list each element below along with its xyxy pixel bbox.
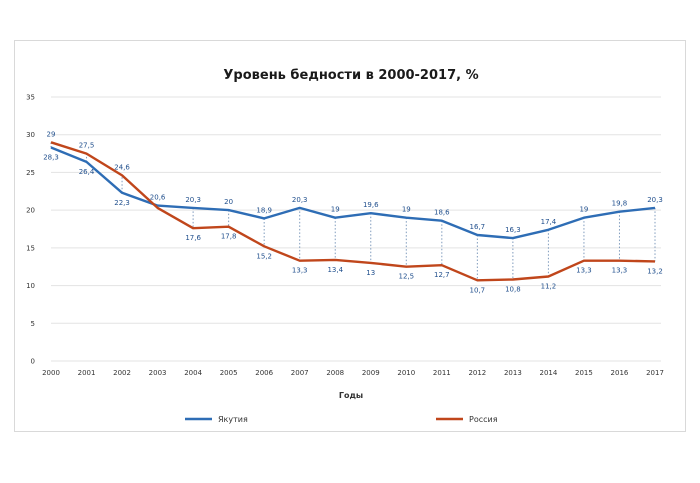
data-label-yakutia: 20 [224,198,233,206]
x-tick-label: 2002 [113,369,131,377]
x-tick-label: 2008 [326,369,344,377]
data-label-yakutia: 26,4 [79,168,95,176]
y-tick-label: 10 [26,282,35,290]
data-label-russia: 27,5 [79,142,95,150]
data-label-russia: 24,6 [114,163,130,171]
x-tick-label: 2004 [184,369,202,377]
data-label-russia: 15,2 [256,252,272,260]
data-label-yakutia: 16,7 [470,223,486,231]
series-line-russia [50,141,656,282]
data-label-yakutia: 16,3 [505,226,521,234]
data-label-russia: 13,3 [576,267,592,275]
legend-label-yakutia: Якутия [218,415,248,424]
x-axis-title: Годы [339,391,363,400]
data-label-yakutia: 20,3 [292,196,308,204]
poverty-line-chart: Уровень бедности в 2000-2017, % 0 5 10 15 20… [26,68,664,424]
x-tick-label: 2012 [468,369,486,377]
x-tick-label: 2000 [42,369,60,377]
chart-title: Уровень бедности в 2000-2017, % [223,68,478,83]
x-tick-label: 2011 [433,369,451,377]
x-tick-label: 2013 [504,369,522,377]
x-tick-label: 2016 [611,369,629,377]
x-tick-label: 2006 [255,369,273,377]
y-tick-label: 15 [26,244,35,252]
data-label-russia: 12,5 [398,273,414,281]
data-label-yakutia: 18,9 [256,206,272,214]
data-label-yakutia: 19,6 [363,201,379,209]
y-tick-label: 25 [26,169,35,177]
x-tick-label: 2001 [78,369,96,377]
y-tick-label: 0 [31,358,35,366]
data-label-russia: 29 [47,130,56,138]
data-label-yakutia: 20,3 [647,196,663,204]
y-tick-label: 20 [26,207,35,215]
data-label-yakutia: 18,6 [434,209,450,217]
data-label-yakutia: 19 [579,206,588,214]
data-label-russia: 13,4 [327,266,343,274]
data-label-russia: 17,8 [221,233,237,241]
x-tick-label: 2009 [362,369,380,377]
x-tick-label: 2014 [539,369,557,377]
data-label-yakutia: 22,3 [114,199,130,207]
x-tick-label: 2003 [149,369,167,377]
legend-label-russia: Россия [469,415,498,424]
data-label-russia: 10,7 [470,286,486,294]
chart-frame: Уровень бедности в 2000-2017, % 0 5 10 15 20… [14,40,686,432]
y-tick-label: 30 [26,131,35,139]
data-label-russia: 13,3 [292,267,308,275]
data-label-russia: 12,7 [434,271,450,279]
data-label-russia: 10,8 [505,286,521,294]
data-label-russia: 11,2 [541,283,557,291]
data-label-russia: 17,6 [185,234,201,242]
data-label-yakutia: 20,3 [185,196,201,204]
data-label-yakutia: 20,6 [150,194,166,202]
x-tick-label: 2007 [291,369,309,377]
y-tick-label: 35 [26,94,35,102]
data-label-yakutia: 17,4 [541,218,557,226]
y-tick-label: 5 [31,320,35,328]
data-label-russia: 13,2 [647,267,663,275]
x-tick-label: 2010 [397,369,415,377]
data-label-yakutia: 19 [402,206,411,214]
data-label-yakutia: 19 [331,206,340,214]
data-label-yakutia: 19,8 [612,200,628,208]
data-label-yakutia: 28,3 [43,154,59,162]
data-label-russia: 13,3 [612,267,628,275]
x-tick-label: 2015 [575,369,593,377]
x-tick-label: 2017 [646,369,664,377]
data-label-russia: 13 [366,269,375,277]
x-tick-label: 2005 [220,369,238,377]
